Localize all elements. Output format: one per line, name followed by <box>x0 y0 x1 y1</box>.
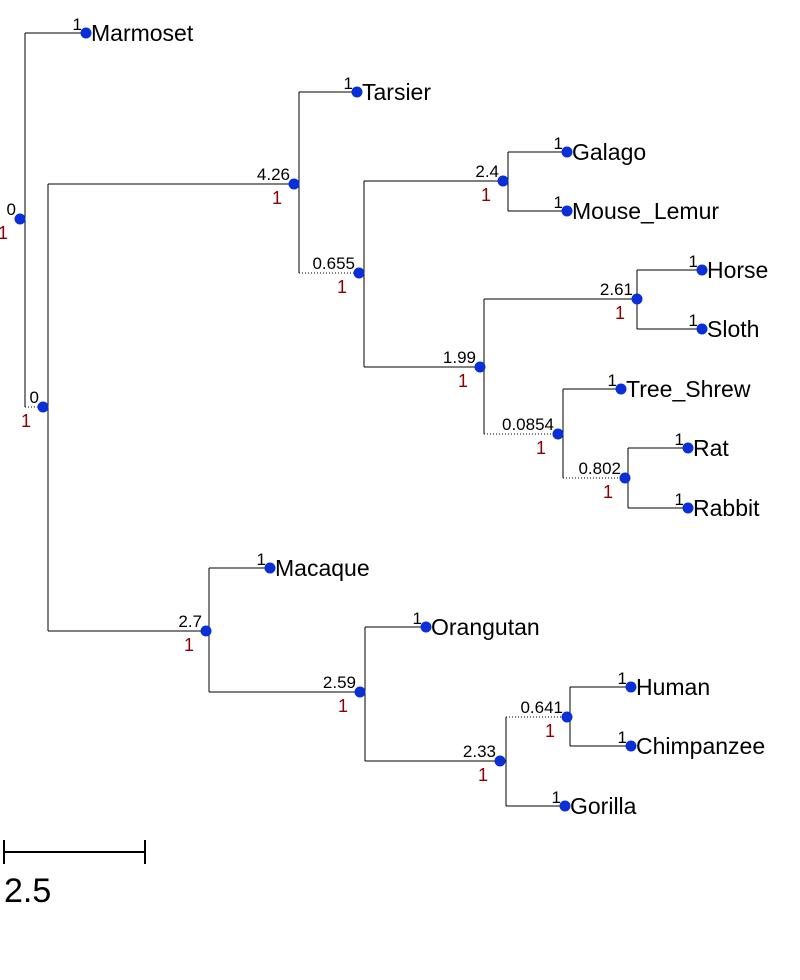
support-value: 1 <box>481 185 491 205</box>
tree-labels: Marmoset 1 Tarsier 1 Galago 1 Mouse_Lemur 1 Hors… <box>0 15 768 819</box>
leaf-branch-length: 1 <box>413 609 422 628</box>
support-value: 1 <box>615 303 625 323</box>
internal-node <box>353 267 365 279</box>
internal-node <box>354 686 366 698</box>
internal-branch-length: 0 <box>30 388 39 407</box>
internal-node <box>619 472 631 484</box>
leaf-label: Galago <box>572 139 646 165</box>
leaf-branch-length: 1 <box>552 788 561 807</box>
leaf-label: Macaque <box>275 555 370 581</box>
internal-branch-length: 2.59 <box>323 673 356 692</box>
internal-branch-length: 2.33 <box>463 742 496 761</box>
internal-node <box>552 428 564 440</box>
internal-branch-length: 1.99 <box>443 348 476 367</box>
scale-bar: 2.5 <box>3 840 146 910</box>
support-value: 1 <box>338 696 348 716</box>
internal-branch-length: 0 <box>7 200 16 219</box>
internal-node <box>497 175 509 187</box>
leaf-node <box>420 621 432 633</box>
support-value: 1 <box>0 223 8 243</box>
leaf-branch-length: 1 <box>554 193 563 212</box>
support-value: 1 <box>272 188 282 208</box>
leaf-node <box>625 740 637 752</box>
leaf-label: Rat <box>693 435 729 461</box>
leaf-label: Chimpanzee <box>636 733 765 759</box>
leaf-node <box>682 502 694 514</box>
leaf-label: Mouse_Lemur <box>572 198 719 224</box>
leaf-label: Tarsier <box>362 79 431 105</box>
support-value: 1 <box>536 438 546 458</box>
leaf-branch-length: 1 <box>675 430 684 449</box>
leaf-label: Horse <box>707 257 768 283</box>
leaf-node <box>625 681 637 693</box>
support-value: 1 <box>478 765 488 785</box>
leaf-node <box>615 383 627 395</box>
leaf-branch-length: 1 <box>73 15 82 34</box>
leaf-label: Marmoset <box>91 20 194 46</box>
leaf-label: Gorilla <box>570 793 637 819</box>
internal-branch-length: 0.641 <box>520 698 563 717</box>
leaf-label: Rabbit <box>693 495 760 521</box>
leaf-label: Orangutan <box>431 614 540 640</box>
internal-node <box>200 625 212 637</box>
leaf-branch-length: 1 <box>618 728 627 747</box>
internal-branch-length: 0.0854 <box>502 415 554 434</box>
leaf-label: Tree_Shrew <box>626 376 751 402</box>
leaf-branch-length: 1 <box>689 311 698 330</box>
support-value: 1 <box>337 277 347 297</box>
leaf-label: Sloth <box>707 316 759 342</box>
support-value: 1 <box>458 371 468 391</box>
support-value: 1 <box>545 721 555 741</box>
internal-branch-length: 0.655 <box>312 254 355 273</box>
internal-node <box>494 755 506 767</box>
internal-branch-length: 2.7 <box>178 612 202 631</box>
internal-node <box>474 361 486 373</box>
leaf-node <box>696 323 708 335</box>
internal-branch-length: 4.26 <box>257 165 290 184</box>
internal-branch-length: 2.4 <box>475 162 499 181</box>
support-value: 1 <box>184 635 194 655</box>
leaf-branch-length: 1 <box>554 134 563 153</box>
leaf-branch-length: 1 <box>675 490 684 509</box>
support-value: 1 <box>603 482 613 502</box>
tree-nodes <box>14 27 708 812</box>
leaf-branch-length: 1 <box>689 252 698 271</box>
internal-node <box>288 178 300 190</box>
leaf-branch-length: 1 <box>257 550 266 569</box>
leaf-branch-length: 1 <box>344 74 353 93</box>
internal-node <box>561 711 573 723</box>
leaf-node <box>561 205 573 217</box>
internal-node <box>14 213 26 225</box>
internal-branch-length: 0.802 <box>578 459 621 478</box>
leaf-branch-length: 1 <box>618 669 627 688</box>
leaf-node <box>264 562 276 574</box>
internal-node <box>37 401 49 413</box>
internal-node <box>631 293 643 305</box>
leaf-node <box>80 27 92 39</box>
leaf-label: Human <box>636 674 710 700</box>
leaf-branch-length: 1 <box>608 371 617 390</box>
leaf-node <box>561 146 573 158</box>
leaf-node <box>351 86 363 98</box>
leaf-node <box>682 442 694 454</box>
scale-bar-label: 2.5 <box>4 872 51 910</box>
leaf-node <box>559 800 571 812</box>
leaf-node <box>696 264 708 276</box>
internal-branch-length: 2.61 <box>600 280 633 299</box>
support-value: 1 <box>21 411 31 431</box>
